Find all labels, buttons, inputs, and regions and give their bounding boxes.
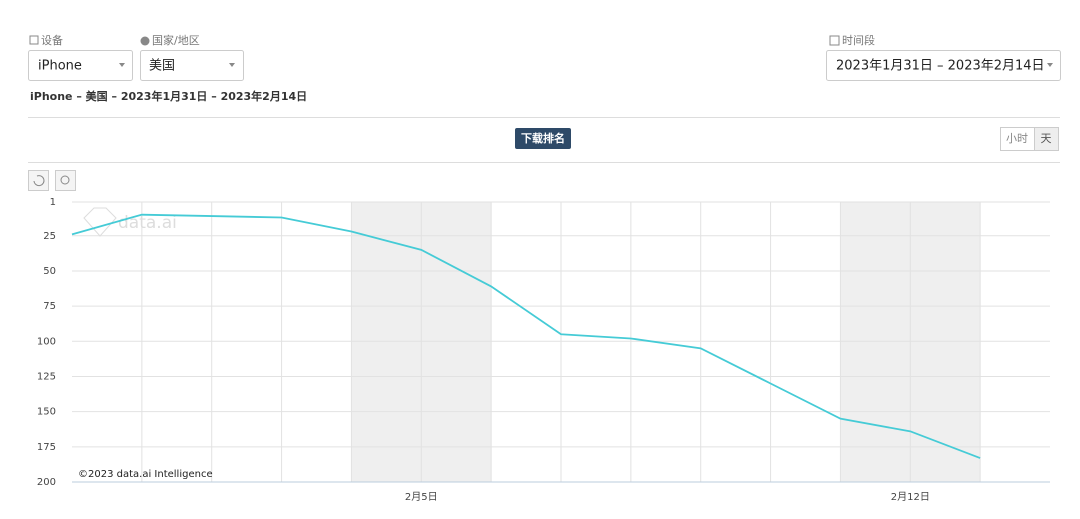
y-tick-label: 200 bbox=[37, 477, 56, 488]
device-icon bbox=[29, 35, 39, 45]
zoom-icon bbox=[60, 175, 70, 185]
title-badge bbox=[515, 128, 571, 149]
period-value: 2023年1月31日 – 2023年2月14日 bbox=[836, 59, 1045, 74]
y-tick-label: 1 bbox=[50, 197, 56, 208]
dropdown-arrow bbox=[1047, 63, 1053, 67]
chart-title: 下载排名 bbox=[521, 131, 565, 145]
period-label: 时间段 bbox=[842, 33, 875, 47]
y-tick-label: 175 bbox=[37, 442, 56, 453]
globe-icon bbox=[140, 36, 150, 46]
zoom-button[interactable] bbox=[55, 170, 76, 191]
calendar-icon bbox=[829, 35, 840, 46]
country-select[interactable] bbox=[140, 50, 244, 81]
y-tick-label: 25 bbox=[43, 231, 56, 242]
toggle-label: 小时 bbox=[1006, 132, 1028, 145]
y-tick-label: 125 bbox=[37, 371, 56, 382]
credit: ©2023 data.ai Intelligence bbox=[78, 469, 213, 480]
dropdown-arrow bbox=[229, 63, 235, 67]
toggle-day[interactable] bbox=[1034, 127, 1059, 151]
y-tick-label: 50 bbox=[43, 266, 56, 277]
device-select[interactable] bbox=[28, 50, 133, 81]
country-label: 国家/地区 bbox=[152, 33, 200, 47]
reset-icon bbox=[33, 175, 45, 187]
line bbox=[71, 213, 981, 459]
y-tick-label: 100 bbox=[37, 336, 56, 347]
period-select[interactable] bbox=[826, 50, 1061, 81]
dropdown-arrow bbox=[119, 63, 125, 67]
summary: iPhone – 美国 – 2023年1月31日 – 2023年2月14日 bbox=[30, 89, 307, 103]
y-tick-label: 75 bbox=[43, 301, 56, 312]
y-tick-label: 150 bbox=[37, 407, 56, 418]
country-value: 美国 bbox=[149, 59, 175, 74]
device-value: iPhone bbox=[38, 59, 82, 74]
x-tick-label: 2月5日 bbox=[405, 491, 438, 503]
device-label: 设备 bbox=[41, 33, 63, 47]
watermark-logo bbox=[83, 207, 117, 237]
toggle-label: 天 bbox=[1041, 132, 1052, 145]
reset-button[interactable] bbox=[28, 170, 49, 191]
plot: 2月5日 2月12日1255075100125150175200data.ai©2… bbox=[37, 197, 1050, 503]
x-tick-label: 2月12日 bbox=[891, 491, 930, 503]
